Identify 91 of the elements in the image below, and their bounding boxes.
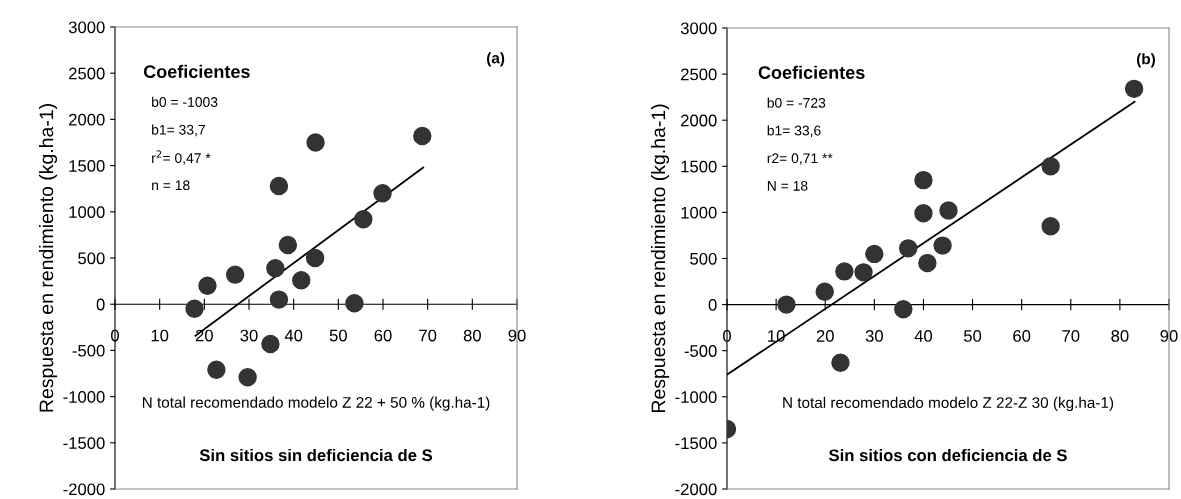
point — [207, 360, 226, 380]
point — [413, 126, 432, 146]
annotation: Sin sitios con deficiencia de S — [829, 448, 1067, 462]
x-tick-label: 90 — [1160, 330, 1178, 342]
annotation: Coeficientes — [143, 64, 250, 79]
point — [815, 282, 834, 301]
annotation: N = 18 — [767, 180, 808, 191]
y-tick-label: -1500 — [675, 437, 717, 450]
y-tick-label: -2000 — [63, 483, 105, 496]
x-tick-label: 80 — [1111, 330, 1129, 342]
x-tick-label: 40 — [284, 329, 303, 342]
y-tick-label: 1000 — [681, 206, 717, 219]
y-tick-label: 2500 — [681, 68, 717, 81]
y-tick-label: 2000 — [69, 113, 105, 126]
point — [269, 176, 289, 196]
point — [939, 201, 958, 220]
point — [835, 262, 854, 281]
point — [918, 253, 937, 273]
x-tick-label: 70 — [1062, 330, 1080, 342]
point — [1124, 79, 1144, 99]
x-tick-label: 20 — [816, 330, 834, 342]
x-tick-label: 10 — [768, 330, 785, 342]
point — [1041, 157, 1060, 176]
point — [373, 184, 392, 203]
x-tick-label: 40 — [914, 330, 933, 342]
y-tick-label: 1000 — [69, 206, 105, 218]
y-tick-label: 0 — [708, 299, 717, 311]
y-axis-title: Respuesta en rendimiento (kg.ha-1) — [650, 104, 670, 412]
point — [894, 300, 913, 319]
annotation: Coeficientes — [758, 65, 865, 79]
y-tick-label: -2000 — [675, 483, 717, 496]
x-axis-title: N total recomendado modelo Z 22-Z 30 (kg.ha-1) — [783, 396, 1114, 412]
point — [933, 236, 952, 255]
y-tick-label: 500 — [78, 252, 105, 265]
annotation: Sin sitios sin deficiencia de S — [199, 448, 433, 462]
y-tick-label: 500 — [690, 252, 717, 265]
annotation: (a) — [487, 52, 505, 67]
point — [266, 258, 285, 278]
annotation: b0 = -1003 — [152, 96, 218, 107]
y-tick-label: -1500 — [63, 437, 105, 449]
point — [899, 239, 918, 258]
point — [225, 265, 245, 284]
point — [914, 170, 933, 190]
point — [854, 263, 873, 282]
y-tick-label: 3000 — [68, 21, 105, 34]
y-tick-label: 2000 — [681, 114, 717, 127]
x-tick-label: 30 — [865, 330, 883, 342]
x-tick-label: 80 — [463, 329, 481, 342]
point — [269, 290, 289, 309]
y-tick-label: -1000 — [63, 391, 105, 403]
x-axis-title: N total recomendado modelo Z 22 + 50 % (kg.ha-1) — [142, 396, 490, 411]
y-tick-label: 1500 — [681, 160, 717, 173]
y-axis-title: Respuesta en rendimiento (kg.ha-1) — [38, 104, 58, 412]
y-tick-label: -1000 — [675, 391, 717, 403]
x-tick-label: 60 — [374, 329, 392, 342]
x-tick-label: 90 — [508, 329, 526, 342]
x-tick-label: 10 — [151, 329, 169, 342]
point — [777, 295, 796, 314]
point — [185, 299, 204, 319]
point — [914, 204, 933, 223]
y-tick-label: 0 — [96, 298, 105, 311]
y-tick-label: 1500 — [69, 160, 105, 172]
point — [198, 276, 217, 295]
y-tick-label: 3000 — [680, 22, 717, 35]
point — [305, 248, 325, 268]
point — [292, 270, 311, 290]
point — [306, 133, 325, 152]
x-tick-label: 20 — [195, 329, 213, 342]
annotation: b1= 33,6 — [767, 125, 821, 138]
y-tick-label: -500 — [684, 345, 717, 357]
y-tick-label: 2500 — [69, 67, 105, 80]
annotation: b0 = -723 — [767, 97, 826, 108]
point — [345, 294, 364, 313]
point — [831, 353, 850, 372]
point — [261, 334, 280, 354]
annotation: r2= 0,71 ** — [767, 153, 833, 165]
point — [1041, 217, 1060, 236]
x-tick-label: 30 — [240, 329, 258, 342]
point — [238, 367, 257, 387]
x-tick-label: 60 — [1013, 330, 1031, 342]
point — [865, 244, 884, 264]
annotation: b1= 33,7 — [152, 124, 205, 137]
point — [354, 209, 373, 229]
annotation: (b) — [1137, 53, 1155, 68]
x-tick-label: 50 — [963, 330, 982, 342]
x-tick-label: 50 — [329, 329, 347, 342]
point — [278, 235, 298, 255]
annotation: n = 18 — [152, 180, 190, 191]
y-tick-label: -500 — [72, 344, 105, 357]
annotation: r$^{2}$= 0,47 * — [152, 150, 211, 165]
x-tick-label: 70 — [419, 329, 437, 342]
